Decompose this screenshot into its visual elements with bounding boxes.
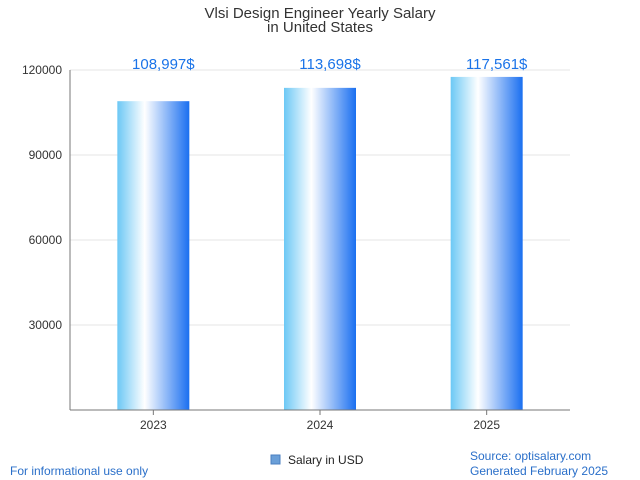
bar-2025 xyxy=(450,76,523,411)
y-tick-label: 30000 xyxy=(29,318,63,332)
source-text: Source: optisalary.com xyxy=(470,449,591,463)
generated-text: Generated February 2025 xyxy=(470,464,608,478)
x-axis-ticks: 2023 2024 2025 xyxy=(140,410,500,432)
chart-subtitle: in United States xyxy=(267,19,373,36)
bar-2023 xyxy=(117,101,190,410)
x-tick-label: 2023 xyxy=(140,418,167,432)
data-label-2024: 113,698$ xyxy=(299,56,361,73)
y-tick-label: 90000 xyxy=(29,148,63,162)
data-label-2025: 117,561$ xyxy=(466,56,528,73)
x-tick-label: 2024 xyxy=(307,418,334,432)
data-label-2023: 108,997$ xyxy=(132,56,195,73)
legend-label: Salary in USD xyxy=(288,453,364,467)
bar-2024 xyxy=(284,87,356,411)
bars xyxy=(117,76,523,411)
chart-title: Vlsi Design Engineer Yearly Salary xyxy=(205,5,436,22)
y-tick-label: 60000 xyxy=(29,233,63,247)
y-axis-ticks: 30000 60000 90000 120000 xyxy=(22,63,62,332)
legend-swatch xyxy=(270,454,281,465)
y-tick-label: 120000 xyxy=(22,63,62,77)
legend: Salary in USD xyxy=(270,453,364,467)
data-labels: 108,997$ 113,698$ 117,561$ xyxy=(132,56,528,73)
disclaimer-text: For informational use only xyxy=(10,464,148,478)
x-tick-label: 2025 xyxy=(473,418,500,432)
